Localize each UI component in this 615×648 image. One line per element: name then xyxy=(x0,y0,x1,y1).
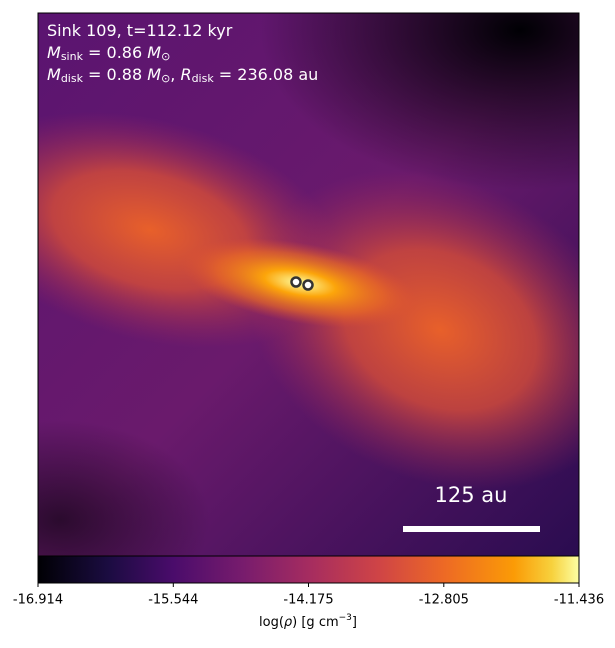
annotation: Sink 109, t=112.12 kyr xyxy=(47,21,233,40)
scale-bar xyxy=(403,526,540,532)
colorbar xyxy=(37,555,580,584)
colorbar-ticks: -16.914 -15.544 -14.175 -12.805 -11.436 xyxy=(13,583,604,608)
tick-label: -14.175 xyxy=(283,593,333,608)
sink xyxy=(302,279,314,291)
annotation: Mdisk = 0.88 M⊙, Rdisk = 236.08 au xyxy=(47,65,318,86)
density-map xyxy=(38,13,579,556)
colorbar-label: log(ρ) [g cm−3] xyxy=(259,613,357,630)
sink xyxy=(290,276,302,288)
tick-label: -11.436 xyxy=(554,593,604,608)
tick-label: -15.544 xyxy=(148,593,198,608)
scale-bar-label: 125 au xyxy=(435,483,508,507)
tick-label: -16.914 xyxy=(13,593,63,608)
tick-label: -12.805 xyxy=(419,593,469,608)
annotation: Msink = 0.86 M⊙ xyxy=(47,43,170,64)
